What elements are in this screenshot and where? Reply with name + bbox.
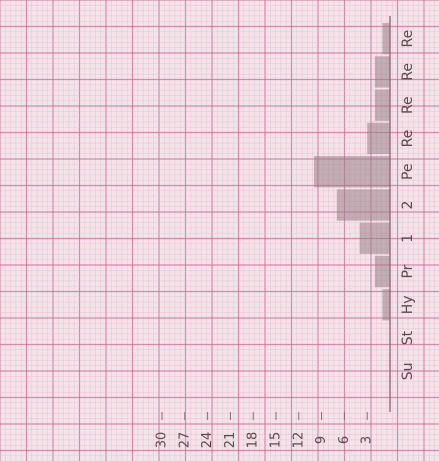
value-tick-label: 12 — [291, 432, 306, 449]
category-label: Re — [400, 63, 416, 81]
bar-4 — [359, 222, 390, 254]
value-tick-labels: 369 12 15 18 21 24 27 30 — [155, 412, 375, 448]
category-label: 2 — [400, 201, 416, 210]
bar-7 — [367, 122, 390, 155]
value-tick-label: 21 — [223, 432, 238, 449]
value-tick-label: 27 — [177, 432, 192, 449]
bar-6 — [314, 156, 390, 188]
bar-2 — [382, 289, 390, 321]
value-tick-label: 15 — [269, 432, 284, 449]
value-tick-label: 3 — [360, 436, 375, 444]
category-label: Re — [400, 96, 416, 114]
value-tick-label: 6 — [337, 436, 352, 444]
value-tick-label: 9 — [314, 436, 329, 444]
bar-8 — [374, 89, 390, 121]
category-label: Re — [400, 130, 416, 148]
value-tick-label: 30 — [155, 432, 170, 449]
bar-3 — [374, 255, 390, 288]
value-tick-label: 24 — [200, 432, 215, 449]
value-tick-label: 18 — [246, 432, 261, 449]
bar-9 — [374, 56, 390, 88]
bar-5 — [336, 189, 390, 221]
bar-10 — [382, 23, 390, 55]
category-label: Hy — [400, 295, 416, 314]
category-label: Re — [400, 30, 416, 48]
category-label: 1 — [400, 234, 416, 243]
bars — [314, 23, 390, 321]
category-label: Pe — [400, 163, 416, 180]
category-labels: Su St Hy Pr 1 2 Pe Re Re Re Re — [400, 30, 416, 380]
category-label: Su — [400, 362, 416, 380]
category-label: St — [400, 330, 416, 345]
category-label: Pr — [400, 264, 416, 278]
